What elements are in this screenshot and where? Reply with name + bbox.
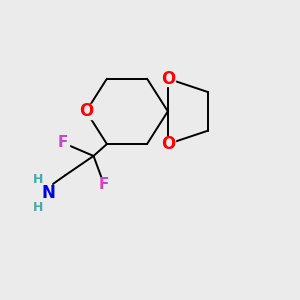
Text: O: O [161,135,175,153]
Bar [160,136,175,152]
Bar [79,104,94,119]
Text: O: O [161,70,175,88]
Bar [29,181,51,206]
Text: O: O [79,102,93,120]
Bar [160,71,175,86]
Text: F: F [99,177,109,192]
Text: N: N [41,184,56,202]
Text: H: H [32,173,43,186]
Bar [56,136,69,149]
Text: H: H [32,200,43,214]
Bar [98,178,110,190]
Text: F: F [57,135,68,150]
